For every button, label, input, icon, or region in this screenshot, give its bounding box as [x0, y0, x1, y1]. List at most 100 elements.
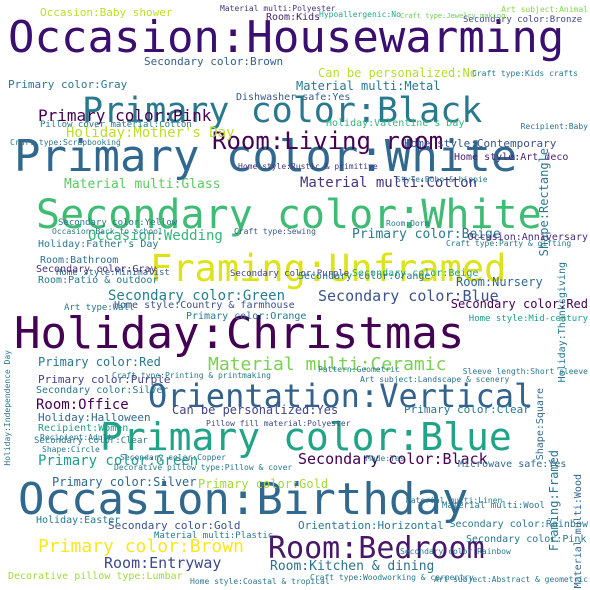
cloud-word-holiday-independence-day: Holiday:Independence Day	[3, 350, 12, 466]
cloud-word-room-nursery: Room:Nursery	[456, 275, 543, 289]
cloud-word-holiday-christmas: Holiday:Christmas	[14, 308, 465, 359]
cloud-word-pillow-cover-material-cotton: Pillow cover material:Cotton	[40, 120, 192, 130]
cloud-word-shape-circle: Shape:Circle	[42, 445, 100, 454]
cloud-word-material-multi-polyester: Material multi:Polyester	[220, 4, 336, 13]
cloud-word-secondary-color-blue: Secondary color:Blue	[318, 287, 499, 305]
cloud-word-home-style-minimalist: Home style:Minimalist	[56, 268, 170, 278]
cloud-word-primary-color-black: Primary color:Black	[82, 91, 483, 131]
cloud-word-primary-color-red: Primary color:Red	[38, 355, 161, 369]
cloud-word-primary-color-brown: Primary color:Brown	[38, 536, 244, 557]
cloud-word-secondary-color-clear: Secondary color:Clear	[34, 436, 148, 446]
cloud-word-microwave-safe-yes: Microwave safe:Yes	[458, 459, 567, 470]
cloud-word-occasion-anniversary: Occasion:Anniversary	[467, 232, 588, 243]
cloud-word-secondary-color-brown: Secondary color:Brown	[144, 55, 284, 68]
cloud-word-primary-color-beige: Primary color:Beige	[352, 227, 501, 242]
cloud-word-holiday-valentine-s-day: Holiday:Valentine's Day	[326, 118, 465, 129]
cloud-word-decorative-pillow-type-lumbar: Decorative pillow type:Lumbar	[8, 571, 183, 582]
cloud-word-room-bedroom: Room:Bedroom	[268, 531, 485, 566]
cloud-word-secondary-color-beige: Secondary color:Beige	[352, 268, 479, 279]
cloud-word-room-living-room: Room:Living room	[212, 127, 444, 155]
cloud-word-occasion-housewarming: Occasion:Housewarming	[8, 12, 565, 63]
cloud-word-primary-color-orange: Primary color:Orange	[186, 311, 307, 322]
cloud-word-secondary-color-purple: Secondary color:Purple	[230, 269, 350, 279]
cloud-word-secondary-color-copper: Secondary color:Copper	[120, 453, 226, 462]
cloud-word-orientation-vertical: Orientation:Vertical	[148, 377, 534, 415]
cloud-word-room-bathroom: Room:Bathroom	[40, 255, 119, 266]
cloud-word-room-kids: Room:Kids	[266, 12, 321, 23]
cloud-word-secondary-color-yellow: Secondary color:Yellow	[58, 218, 178, 228]
cloud-word-holiday-mother-s-day: Holiday:Mother's Day	[66, 125, 235, 141]
cloud-word-primary-color-green: Primary color:Green	[38, 453, 199, 469]
cloud-word-secondary-color-red: Secondary color:Red	[450, 297, 588, 311]
cloud-word-room-office: Room:Office	[36, 397, 129, 413]
cloud-word-occasion-baby-shower: Occasion:Baby shower	[40, 6, 173, 19]
cloud-word-art-subject-animal: Art subject:Animal	[501, 5, 588, 14]
cloud-word-primary-color-clear: Primary color:Clear	[404, 403, 530, 416]
cloud-word-secondary-color-gold: Secondary color:Gold	[108, 519, 241, 532]
cloud-word-craft-type-party-gifting: Craft type:Party & gifting	[446, 239, 572, 248]
cloud-word-can-be-personalized-yes: Can be personalized:Yes	[172, 403, 339, 417]
cloud-word-secondary-color-pink: Secondary color:Pink	[466, 534, 587, 545]
cloud-word-pillow-fill-material-polyester: Pillow fill material:Polyester	[206, 419, 351, 428]
cloud-word-craft-type-jewelry-making: Craft type:Jewelry making	[400, 12, 506, 20]
cloud-word-room-patio-outdoor: Room:Patio & outdoor	[38, 275, 159, 286]
cloud-word-recipient-baby: Recipient:Baby	[520, 122, 588, 131]
cloud-word-decorative-pillow-type-pillow-cover: Decorative pillow type:Pillow & cover	[114, 463, 293, 472]
cloud-word-craft-type-printing-printmaking: Craft type:Printing & printmaking	[112, 371, 271, 380]
cloud-word-holiday-halloween: Holiday:Halloween	[38, 411, 151, 424]
cloud-word-primary-color-gold: Primary color:Gold	[198, 477, 329, 491]
cloud-word-craft-type-scrapbooking: Craft type:Scrapbooking	[10, 138, 121, 147]
cloud-word-craft-type-sewing: Craft type:Sewing	[234, 227, 316, 236]
cloud-word-primary-color-pink: Primary color:Pink	[38, 106, 212, 125]
cloud-word-home-style-country-farmhouse: Home style:Country & farmhouse	[114, 300, 295, 311]
cloud-word-can-be-personalized-no: Can be personalized:No	[318, 66, 477, 80]
cloud-word-room-kitchen-dining: Room:Kitchen & dining	[270, 559, 435, 574]
cloud-word-material-multi-cotton: Material multi:Cotton	[300, 175, 478, 191]
cloud-word-sleeve-length-short-sleeve: Sleeve length:Short sleeve	[462, 367, 588, 376]
cloud-word-primary-color-blue: Primary color:Blue	[100, 415, 512, 459]
cloud-word-holiday-easter: Holiday:Easter	[36, 515, 121, 526]
cloud-word-made-yes: Made:Yes	[366, 454, 405, 463]
cloud-word-home-style-coastal-tropical: Home style:Coastal & tropical	[190, 577, 330, 586]
cloud-word-secondary-color-rainbow: Secondary color:Rainbow	[400, 547, 511, 556]
cloud-word-material-multi-plastic: Material multi:Plastic	[154, 531, 274, 541]
cloud-word-art-type-wall: Art type:Wall	[64, 303, 135, 313]
cloud-word-material-multi-wool: Material multi:Wool	[442, 501, 545, 511]
cloud-word-home-style-mid-century: Home style:Mid-century	[468, 314, 588, 324]
cloud-word-primary-color-purple: Primary color:Purple	[38, 373, 171, 386]
cloud-word-primary-color-silver: Primary color:Silver	[52, 475, 197, 489]
cloud-word-secondary-color-bronze: Secondary color:Bronze	[463, 15, 583, 25]
cloud-word-material-multi-glass: Material multi:Glass	[64, 177, 221, 192]
cloud-word-shape-square: Shape:Square	[535, 388, 546, 461]
cloud-word-primary-color-gray: Primary color:Gray	[8, 78, 128, 91]
cloud-word-secondary-color-green: Secondary color:Green	[108, 288, 286, 304]
cloud-word-recipient-women: Recipient:Women	[38, 423, 129, 434]
cloud-word-style-boho-hippie: Style:Boho & hippie	[396, 175, 488, 184]
cloud-word-material-multi-wood: Material multi:Wood	[573, 473, 584, 588]
cloud-word-material-multi-linen: Material multi:Linen	[406, 496, 503, 505]
cloud-word-art-subject-landscape-scenery: Art subject:Landscape & scenery	[360, 375, 510, 384]
cloud-word-secondary-color-rainbow: Secondary color:Rainbow	[449, 519, 588, 530]
cloud-word-secondary-color-black: Secondary color:Black	[298, 450, 488, 468]
cloud-word-framing-unframed: Framing:Unframed	[150, 247, 507, 290]
cloud-word-craft-type-kids-crafts: Craft type:Kids crafts	[472, 69, 578, 78]
cloud-word-holiday-father-s-day: Holiday:Father's Day	[38, 239, 159, 250]
cloud-word-art-subject-abstract-geometric: Art subject:Abstract & geometric	[433, 575, 588, 584]
cloud-word-recipient-adult: Recipient:Adult	[40, 433, 113, 442]
cloud-word-occasion-back-to-school: Occasion:Back to school	[52, 227, 163, 236]
cloud-word-secondary-color-silver: Secondary color:Silver	[36, 385, 169, 396]
cloud-word-secondary-color-orange: Secondary color:Orange	[298, 271, 431, 282]
cloud-word-occasion-wedding: Occasion:Wedding	[88, 228, 223, 244]
cloud-word-home-style-rustic-primitive: Home style:Rustic & primitive	[238, 162, 378, 171]
cloud-word-material-multi-metal: Material multi:Metal	[296, 79, 441, 93]
cloud-word-secondary-color-white: Secondary color:White	[36, 192, 542, 238]
cloud-word-home-style-art-deco: Home style:Art deco	[454, 152, 569, 163]
cloud-word-room-dorm: Room:Dorm	[386, 219, 430, 228]
cloud-word-home-style-contemporary: Home style:Contemporary	[404, 137, 557, 150]
cloud-word-room-entryway: Room:Entryway	[104, 554, 222, 572]
cloud-word-pattern-geometric: Pattern:Geometric	[318, 365, 400, 374]
cloud-word-dishwasher-safe-yes: Dishwasher safe:Yes	[236, 92, 351, 103]
cloud-word-craft-type-woodworking-carpentry: Craft type:Woodworking & carpentry	[310, 573, 474, 582]
cloud-word-orientation-horizontal: Orientation:Horizontal	[298, 519, 444, 532]
